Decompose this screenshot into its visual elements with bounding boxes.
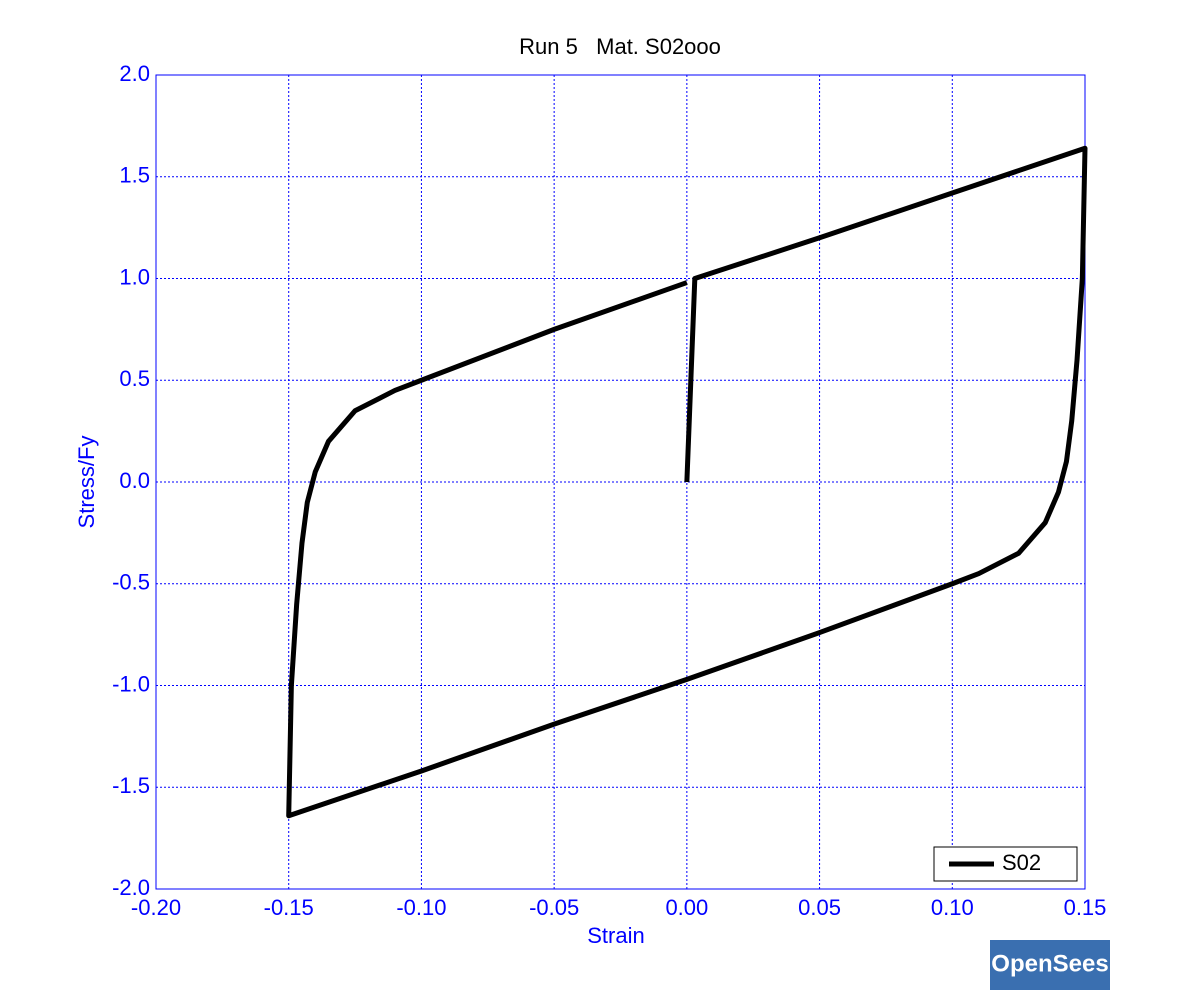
x-tick-label: 0.00 <box>665 895 708 920</box>
y-tick-label: -1.5 <box>112 773 150 798</box>
x-tick-label: 0.10 <box>931 895 974 920</box>
y-axis-label: Stress/Fy <box>74 436 99 529</box>
y-tick-label: 2.0 <box>119 61 150 86</box>
y-tick-label: -1.0 <box>112 671 150 696</box>
logo-box <box>990 940 1110 990</box>
y-tick-label: 1.0 <box>119 264 150 289</box>
logo: OpenSees <box>991 950 1108 977</box>
series-line <box>286 145 1088 819</box>
x-tick-label: -0.20 <box>131 895 181 920</box>
chart-title: Run 5 Mat. S02ooo <box>519 34 721 59</box>
y-tick-label: -0.5 <box>112 570 150 595</box>
legend-label: S02 <box>1002 850 1041 875</box>
x-tick-label: 0.05 <box>798 895 841 920</box>
x-tick-label: 0.15 <box>1064 895 1107 920</box>
y-tick-label: 1.5 <box>119 163 150 188</box>
x-tick-label: -0.10 <box>396 895 446 920</box>
y-tick-label: 0.5 <box>119 366 150 391</box>
y-tick-label: -2.0 <box>112 875 150 900</box>
x-tick-label: -0.15 <box>264 895 314 920</box>
x-tick-label: -0.05 <box>529 895 579 920</box>
y-tick-label: 0.0 <box>119 468 150 493</box>
x-axis-label: Strain <box>587 923 644 948</box>
